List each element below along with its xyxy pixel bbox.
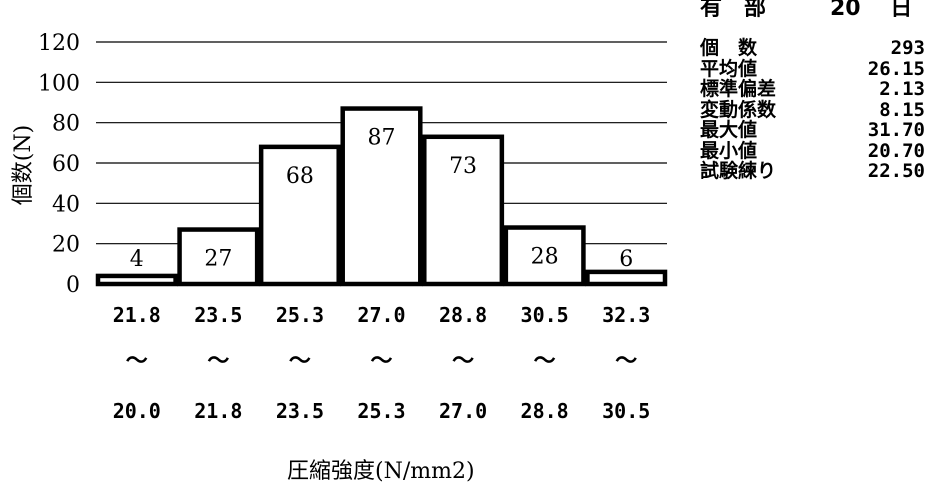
x-tick-label-lower: 25.3 — [357, 399, 405, 423]
x-tick-label-separator: ～ — [534, 349, 556, 374]
data-label: 28 — [531, 245, 559, 270]
x-tick-label-upper: 21.8 — [113, 303, 161, 327]
stat-value: 20.70 — [867, 139, 925, 162]
data-label: 87 — [368, 126, 396, 151]
bar — [258, 144, 341, 287]
bars — [95, 106, 668, 287]
stat-label: 最小値 — [700, 139, 758, 162]
y-tick-label: 20 — [52, 233, 80, 258]
data-label: 4 — [130, 247, 144, 272]
stat-label: 最大値 — [700, 119, 758, 141]
x-tick-label-lower: 21.8 — [194, 399, 242, 423]
stat-row-stddev: 標準偏差 2.13 — [700, 79, 925, 100]
x-tick-label-lower: 20.0 — [113, 399, 161, 423]
stat-value: 22.50 — [867, 160, 925, 182]
x-tick-label-lower: 27.0 — [439, 399, 487, 423]
y-tick-label: 80 — [52, 112, 80, 137]
bar — [585, 269, 668, 287]
x-tick-label-lower: 28.8 — [521, 399, 569, 423]
bar — [422, 134, 505, 287]
x-tick-label-separator: ～ — [452, 349, 474, 374]
corner-text-right: 20 日 — [830, 0, 913, 21]
data-label: 68 — [286, 164, 314, 189]
stat-row-trial: 試験練り 22.50 — [700, 161, 925, 182]
corner-text-left: 有 部 — [700, 0, 767, 21]
y-tick-label: 100 — [38, 71, 80, 96]
bar — [177, 227, 260, 287]
stat-value: 26.15 — [867, 57, 925, 80]
stat-row-count: 個 数 293 — [700, 38, 925, 59]
x-tick-label-upper: 27.0 — [357, 303, 405, 327]
stat-label: 標準偏差 — [700, 78, 777, 100]
x-tick-labels: 21.8 ～ 20.0 23.5 ～ 21.8 25.3 ～ 23.5 27.0 ～ 25.3 28.8… — [113, 303, 651, 423]
stat-value: 293 — [890, 37, 925, 59]
data-labels: 4 27 68 87 73 28 6 — [130, 126, 633, 272]
stat-row-cv: 変動係数 8.15 — [700, 98, 925, 121]
x-tick-label-lower: 30.5 — [602, 399, 650, 423]
x-tick-label-separator: ～ — [289, 349, 311, 374]
stat-label: 試験練り — [700, 160, 777, 182]
statistics-table: 個 数 293 平均値 26.15 標準偏差 2.13 変動係数 8.15 最大… — [700, 38, 925, 182]
x-tick-label-separator: ～ — [126, 349, 148, 374]
x-tick-label-upper: 30.5 — [521, 303, 569, 327]
stat-label: 個 数 — [700, 37, 758, 59]
stat-row-max: 最大値 31.70 — [700, 120, 925, 141]
data-label: 73 — [449, 154, 477, 179]
bar — [503, 225, 586, 287]
x-tick-label-separator: ～ — [615, 349, 637, 374]
bar — [340, 106, 423, 287]
x-axis-label: 圧縮強度(N/mm2) — [287, 459, 475, 484]
x-tick-label-separator: ～ — [370, 349, 392, 374]
stat-label: 変動係数 — [700, 98, 777, 121]
y-tick-label: 60 — [52, 152, 80, 177]
x-tick-label-separator: ～ — [207, 349, 229, 374]
stat-value: 8.15 — [879, 98, 925, 121]
y-tick-label: 120 — [38, 31, 80, 56]
stat-label: 平均値 — [700, 57, 758, 80]
x-tick-label-lower: 23.5 — [276, 399, 324, 423]
y-tick-label: 0 — [66, 273, 80, 298]
y-tick-labels: 0 20 40 60 80 100 120 — [38, 31, 80, 298]
x-tick-label-upper: 25.3 — [276, 303, 324, 327]
bar — [95, 273, 178, 287]
stat-value: 2.13 — [879, 78, 925, 100]
stat-value: 31.70 — [867, 119, 925, 141]
y-axis-label: 個数(N) — [11, 125, 36, 205]
x-tick-label-upper: 32.3 — [602, 303, 650, 327]
y-tick-label: 40 — [52, 192, 80, 217]
data-label: 27 — [204, 247, 232, 272]
x-tick-label-upper: 23.5 — [194, 303, 242, 327]
stat-row-min: 最小値 20.70 — [700, 139, 925, 162]
stat-row-mean: 平均値 26.15 — [700, 57, 925, 80]
data-label: 6 — [619, 247, 633, 272]
x-tick-label-upper: 28.8 — [439, 303, 487, 327]
